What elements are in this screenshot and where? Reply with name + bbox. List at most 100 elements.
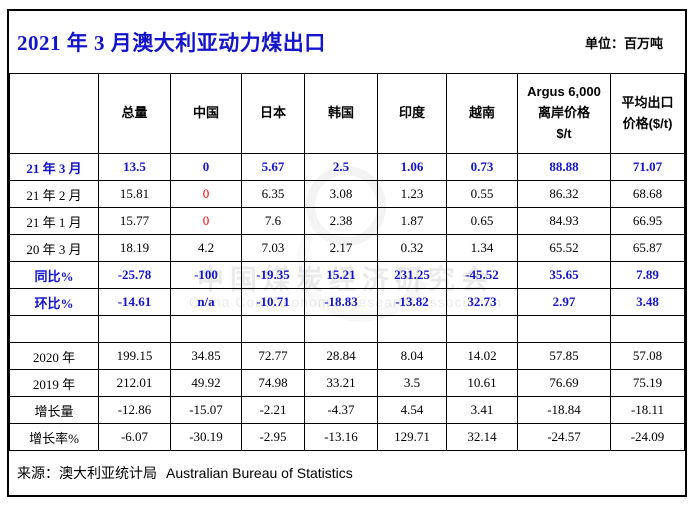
data-cell: -14.61 bbox=[98, 288, 171, 316]
data-cell: 1.23 bbox=[377, 180, 447, 208]
data-cell: 7.03 bbox=[241, 234, 305, 262]
data-cell: 75.19 bbox=[610, 369, 685, 397]
data-cell: 32.73 bbox=[446, 288, 518, 316]
data-cell bbox=[98, 315, 171, 343]
data-cell: 0 bbox=[170, 207, 242, 235]
column-header: 印度 bbox=[377, 73, 447, 154]
header-row: 总量 中国 日本 韩国 印度 越南 Argus 6,000 离岸价格 $/t 平均出口 价格(… bbox=[9, 73, 685, 154]
data-cell: 65.52 bbox=[517, 234, 611, 262]
table-row: 环比% -14.61 n/a -10.71 -18.83 -13.82 32.73 2.97 3… bbox=[9, 288, 685, 316]
data-cell: 35.65 bbox=[517, 261, 611, 289]
data-cell bbox=[170, 315, 242, 343]
data-cell: 86.32 bbox=[517, 180, 611, 208]
row-label: 2019 年 bbox=[9, 369, 99, 397]
data-cell: -18.11 bbox=[610, 396, 685, 424]
table-row: 21 年 1 月 15.77 0 7.6 2.38 1.87 0.65 84.93 66.95 bbox=[9, 207, 685, 235]
data-cell: 0 bbox=[170, 180, 242, 208]
data-cell: -6.07 bbox=[98, 423, 171, 451]
table-body: 21 年 3 月 13.5 0 5.67 2.5 1.06 0.73 88.88 71.07 21… bbox=[9, 153, 685, 451]
data-cell: -25.78 bbox=[98, 261, 171, 289]
data-cell: 129.71 bbox=[377, 423, 447, 451]
document-frame: 2021 年 3 月澳大利亚动力煤出口 单位：百万吨 总量 中国 日本 韩国 印度 越南 A… bbox=[7, 9, 687, 497]
data-cell: 65.87 bbox=[610, 234, 685, 262]
data-cell: n/a bbox=[170, 288, 242, 316]
column-header: 中国 bbox=[170, 73, 242, 154]
data-cell: 13.5 bbox=[98, 153, 171, 181]
page-title: 2021 年 3 月澳大利亚动力煤出口 bbox=[17, 31, 326, 55]
data-cell: 0.32 bbox=[377, 234, 447, 262]
unit-label: 单位：百万吨 bbox=[584, 35, 663, 51]
data-cell: -24.09 bbox=[610, 423, 685, 451]
data-cell: 2.5 bbox=[304, 153, 378, 181]
row-label: 环比% bbox=[9, 288, 99, 316]
data-cell: 2.17 bbox=[304, 234, 378, 262]
title-bar: 2021 年 3 月澳大利亚动力煤出口 单位：百万吨 bbox=[9, 11, 685, 73]
data-cell: -19.35 bbox=[241, 261, 305, 289]
table-row bbox=[9, 315, 685, 343]
data-cell: 3.41 bbox=[446, 396, 518, 424]
column-header: 越南 bbox=[446, 73, 518, 154]
data-cell: 33.21 bbox=[304, 369, 378, 397]
column-header: Argus 6,000 离岸价格 $/t bbox=[517, 73, 611, 154]
row-label bbox=[9, 315, 99, 343]
source-text-en: Australian Bureau of Statistics bbox=[166, 465, 353, 481]
table-row: 21 年 2 月 15.81 0 6.35 3.08 1.23 0.55 86.32 68.68 bbox=[9, 180, 685, 208]
table-row: 同比% -25.78 -100 -19.35 15.21 231.25 -45.52 35.6… bbox=[9, 261, 685, 289]
source-line: 来源：澳大利亚统计局 Australian Bureau of Statisti… bbox=[9, 451, 685, 495]
row-label: 增长率% bbox=[9, 423, 99, 451]
data-cell: 15.77 bbox=[98, 207, 171, 235]
data-cell: -100 bbox=[170, 261, 242, 289]
table-row: 增长量 -12.86 -15.07 -2.21 -4.37 4.54 3.41 -18.84-… bbox=[9, 396, 685, 424]
corner-header-cell bbox=[9, 73, 99, 154]
data-cell: 71.07 bbox=[610, 153, 685, 181]
data-cell: 1.34 bbox=[446, 234, 518, 262]
column-header: 平均出口 价格($/t) bbox=[610, 73, 685, 154]
data-cell: -18.83 bbox=[304, 288, 378, 316]
data-cell: 15.81 bbox=[98, 180, 171, 208]
data-cell: 7.6 bbox=[241, 207, 305, 235]
data-cell: 72.77 bbox=[241, 342, 305, 370]
data-cell: 4.54 bbox=[377, 396, 447, 424]
data-cell: 8.04 bbox=[377, 342, 447, 370]
data-cell: 0.65 bbox=[446, 207, 518, 235]
data-cell: 1.06 bbox=[377, 153, 447, 181]
data-cell: 15.21 bbox=[304, 261, 378, 289]
data-cell: 2.97 bbox=[517, 288, 611, 316]
data-cell: 5.67 bbox=[241, 153, 305, 181]
data-cell: 3.08 bbox=[304, 180, 378, 208]
data-cell: 32.14 bbox=[446, 423, 518, 451]
data-cell: 66.95 bbox=[610, 207, 685, 235]
data-cell: 14.02 bbox=[446, 342, 518, 370]
table-row: 21 年 3 月 13.5 0 5.67 2.5 1.06 0.73 88.88 71.07 bbox=[9, 153, 685, 181]
data-cell: -24.57 bbox=[517, 423, 611, 451]
data-cell: 84.93 bbox=[517, 207, 611, 235]
data-cell: -30.19 bbox=[170, 423, 242, 451]
row-label: 增长量 bbox=[9, 396, 99, 424]
row-label: 21 年 3 月 bbox=[9, 153, 99, 181]
data-cell: 88.88 bbox=[517, 153, 611, 181]
row-label: 同比% bbox=[9, 261, 99, 289]
data-cell: 57.85 bbox=[517, 342, 611, 370]
row-label: 21 年 2 月 bbox=[9, 180, 99, 208]
data-cell: 76.69 bbox=[517, 369, 611, 397]
table-row: 20 年 3 月 18.19 4.2 7.03 2.17 0.32 1.34 65.52 65.… bbox=[9, 234, 685, 262]
row-label: 20 年 3 月 bbox=[9, 234, 99, 262]
data-cell bbox=[304, 315, 378, 343]
data-cell: 3.48 bbox=[610, 288, 685, 316]
data-cell: 68.68 bbox=[610, 180, 685, 208]
data-cell: -15.07 bbox=[170, 396, 242, 424]
data-cell: 0.55 bbox=[446, 180, 518, 208]
table-row: 2019 年 212.01 49.92 74.98 33.21 3.5 10.61 76.69… bbox=[9, 369, 685, 397]
data-cell: 3.5 bbox=[377, 369, 447, 397]
data-cell: -2.95 bbox=[241, 423, 305, 451]
data-cell: -13.82 bbox=[377, 288, 447, 316]
data-cell: -12.86 bbox=[98, 396, 171, 424]
data-cell: 199.15 bbox=[98, 342, 171, 370]
row-label: 21 年 1 月 bbox=[9, 207, 99, 235]
data-cell: -10.71 bbox=[241, 288, 305, 316]
column-header: 总量 bbox=[98, 73, 171, 154]
column-header: 日本 bbox=[241, 73, 305, 154]
data-cell: 212.01 bbox=[98, 369, 171, 397]
data-cell: 6.35 bbox=[241, 180, 305, 208]
export-table: 总量 中国 日本 韩国 印度 越南 Argus 6,000 离岸价格 $/t 平均出口 价格(… bbox=[9, 73, 685, 451]
